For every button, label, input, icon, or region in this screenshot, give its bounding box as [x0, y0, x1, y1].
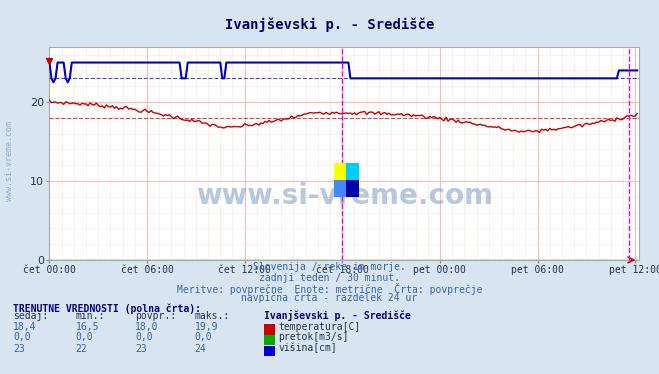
- Text: min.:: min.:: [76, 311, 105, 321]
- Text: 0,0: 0,0: [13, 332, 31, 342]
- Bar: [347, 163, 359, 180]
- Bar: [334, 180, 347, 197]
- Text: TRENUTNE VREDNOSTI (polna črta):: TRENUTNE VREDNOSTI (polna črta):: [13, 303, 201, 314]
- Text: maks.:: maks.:: [194, 311, 229, 321]
- Text: 18,0: 18,0: [135, 322, 159, 332]
- Text: www.si-vreme.com: www.si-vreme.com: [196, 182, 493, 210]
- Text: 24: 24: [194, 344, 206, 353]
- Text: 16,5: 16,5: [76, 322, 100, 332]
- Text: zadnji teden / 30 minut.: zadnji teden / 30 minut.: [259, 273, 400, 282]
- Text: navpična črta - razdelek 24 ur: navpična črta - razdelek 24 ur: [241, 293, 418, 303]
- Text: Slovenija / reke in morje.: Slovenija / reke in morje.: [253, 263, 406, 272]
- Text: 0,0: 0,0: [135, 332, 153, 342]
- Bar: [334, 163, 347, 180]
- Text: 22: 22: [76, 344, 88, 353]
- Text: Ivanjševski p. - Središče: Ivanjševski p. - Središče: [264, 310, 411, 321]
- Text: povpr.:: povpr.:: [135, 311, 176, 321]
- Bar: [347, 180, 359, 197]
- Text: Ivanjševski p. - Središče: Ivanjševski p. - Središče: [225, 17, 434, 31]
- Text: pretok[m3/s]: pretok[m3/s]: [278, 332, 349, 342]
- Text: višina[cm]: višina[cm]: [278, 343, 337, 353]
- Text: 23: 23: [13, 344, 25, 353]
- Text: temperatura[C]: temperatura[C]: [278, 322, 360, 332]
- Text: 0,0: 0,0: [76, 332, 94, 342]
- Text: www.si-vreme.com: www.si-vreme.com: [5, 121, 14, 201]
- Text: 18,4: 18,4: [13, 322, 37, 332]
- Text: 19,9: 19,9: [194, 322, 218, 332]
- Text: 0,0: 0,0: [194, 332, 212, 342]
- Text: 23: 23: [135, 344, 147, 353]
- Text: Meritve: povprečne  Enote: metrične  Črta: povprečje: Meritve: povprečne Enote: metrične Črta:…: [177, 283, 482, 295]
- Text: sedaj:: sedaj:: [13, 311, 48, 321]
